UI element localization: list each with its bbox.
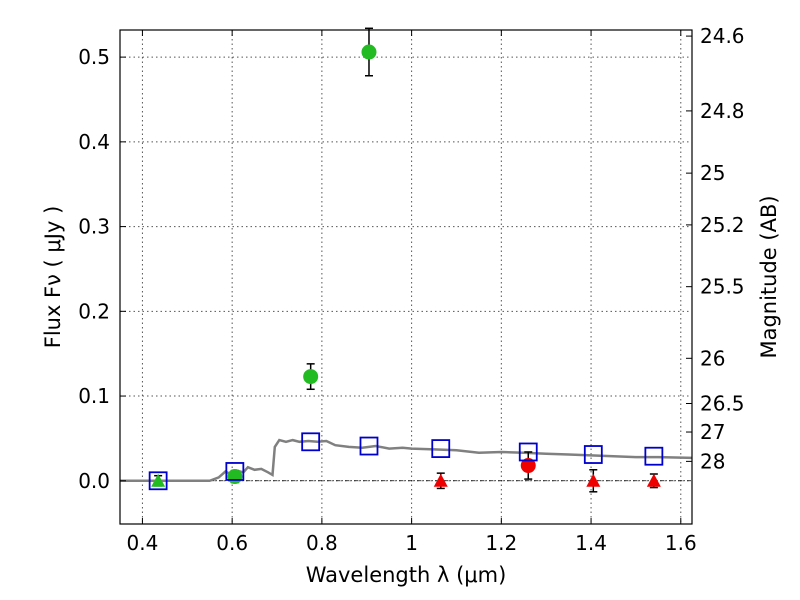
grid-lines [120, 30, 692, 524]
y-tick-label-2: 0.2 [78, 299, 110, 323]
mag-tick-label-2: 25 [700, 161, 725, 185]
y-tick-label-4: 0.4 [78, 130, 110, 154]
point-triangle-3-1 [586, 473, 601, 487]
y-tick-label-3: 0.3 [78, 215, 110, 239]
point-triangle-3-2 [646, 473, 661, 487]
model-band-square-3 [359, 436, 379, 456]
x-axis-title: Wavelength λ (μm) [306, 563, 507, 587]
point-triangle-3-0 [433, 473, 448, 487]
mag-tick-label-3: 25.2 [700, 213, 745, 237]
y-tick-labels: 0.0 0.1 0.2 0.3 0.4 0.5 [78, 45, 110, 493]
x-tick-label-5: 1.4 [575, 531, 607, 555]
mag-tick-label-1: 24.8 [700, 99, 745, 123]
mag-tick-label-6: 26.5 [700, 392, 745, 416]
y-tick-label-0: 0.0 [78, 469, 110, 493]
model-band-square-4 [431, 439, 451, 458]
plot-frame [119, 29, 693, 525]
point-triangle-1-0 [151, 473, 166, 487]
x-tick-label-1: 0.6 [216, 531, 248, 555]
point-circle-0-0 [227, 469, 243, 485]
mag-tick-label-4: 25.5 [700, 275, 745, 299]
magnitude-tick-labels: 24.6 24.8 25 25.2 25.5 26 26.5 27 28 [700, 24, 745, 473]
y-axis-title: Flux Fν ( μJy ) [41, 206, 65, 349]
x-tick-label-2: 0.8 [306, 531, 338, 555]
point-circle-2-0 [520, 458, 536, 474]
model-band-square-6 [583, 445, 603, 464]
x-tick-label-4: 1.2 [485, 531, 517, 555]
marker-layer [148, 44, 664, 491]
mag-tick-label-0: 24.6 [700, 24, 745, 48]
tick-marks [120, 30, 692, 524]
model-spectrum-line [120, 438, 693, 483]
model-spectrum-layer [120, 438, 693, 483]
x-tick-labels: 0.4 0.6 0.8 1 1.2 1.4 1.6 [127, 531, 697, 555]
mag-tick-label-7: 27 [700, 420, 725, 444]
y-tick-label-1: 0.1 [78, 384, 110, 408]
y-axis-title-right: Magnitude (AB) [757, 195, 781, 358]
mag-tick-label-5: 26 [700, 346, 725, 370]
model-band-square-2 [301, 432, 321, 452]
model-band-square-1 [225, 462, 245, 481]
point-circle-0-1 [303, 369, 319, 385]
model-band-square-0 [148, 471, 168, 491]
point-circle-0-2 [361, 44, 377, 60]
mag-tick-label-8: 28 [700, 449, 725, 473]
model-band-square-7 [644, 446, 664, 466]
y-tick-label-5: 0.5 [78, 45, 110, 69]
model-band-square-5 [518, 442, 538, 462]
x-tick-label-3: 1 [405, 531, 418, 555]
x-tick-label-0: 0.4 [127, 531, 159, 555]
x-tick-label-6: 1.6 [665, 531, 697, 555]
